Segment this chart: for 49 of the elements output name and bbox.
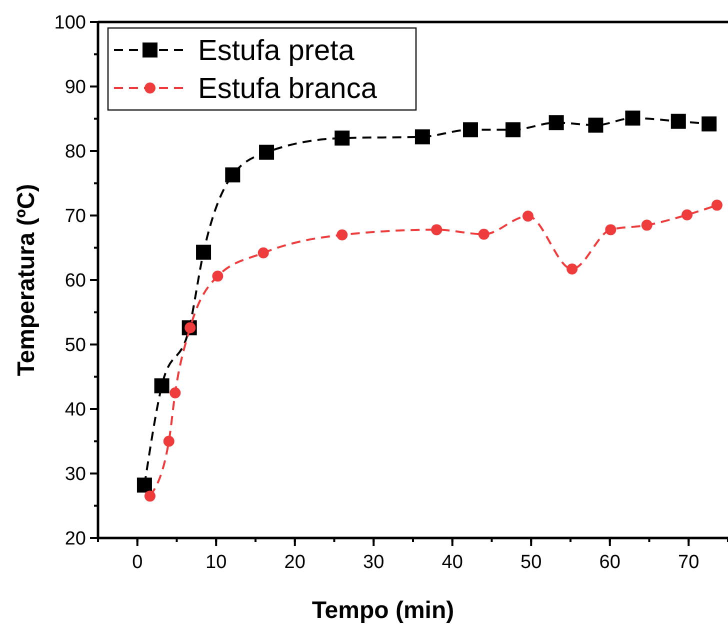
- x-tick-label: 60: [599, 552, 620, 573]
- y-tick-label: 70: [64, 206, 86, 228]
- point: [588, 118, 604, 133]
- point: [682, 209, 693, 220]
- x-tick-label: 40: [442, 552, 463, 573]
- x-tick-label: 30: [363, 552, 384, 573]
- point: [462, 122, 478, 138]
- x-tick-label: 20: [284, 552, 306, 573]
- y-tick-label: 40: [64, 400, 86, 421]
- point: [625, 110, 640, 126]
- y-tick-label: 30: [64, 464, 86, 486]
- point: [163, 436, 174, 447]
- point: [431, 224, 442, 236]
- point: [336, 229, 348, 240]
- point: [478, 228, 490, 240]
- point: [225, 167, 240, 182]
- y-tick-label: 90: [64, 77, 86, 98]
- x-tick-label: 0: [132, 552, 143, 573]
- point: [136, 478, 152, 493]
- x-tick-label: 70: [678, 552, 700, 573]
- y-tick-label: 100: [54, 12, 86, 34]
- point: [522, 210, 534, 222]
- point: [702, 116, 717, 132]
- x-tick-label: 10: [206, 552, 227, 573]
- legend-label: Estufa branca: [198, 73, 378, 106]
- point: [144, 490, 156, 502]
- legend-label: Estufa preta: [198, 35, 356, 68]
- point: [670, 114, 686, 129]
- point: [212, 270, 224, 282]
- x-tick-label: 50: [520, 552, 542, 573]
- y-tick-label: 60: [64, 270, 86, 292]
- point: [548, 115, 564, 130]
- x-axis-title: Tempo (min): [312, 597, 454, 624]
- point: [605, 224, 616, 236]
- point: [414, 129, 430, 144]
- point: [506, 122, 521, 138]
- y-tick-label: 80: [64, 142, 86, 163]
- point: [711, 200, 722, 211]
- point: [566, 264, 578, 275]
- y-axis-title: Temperatura (ºC): [13, 184, 40, 376]
- point: [259, 144, 274, 160]
- point: [196, 244, 212, 260]
- point: [334, 130, 350, 146]
- point: [154, 378, 170, 394]
- y-tick-label: 20: [64, 528, 86, 550]
- point: [258, 247, 269, 258]
- point: [170, 387, 181, 398]
- point: [641, 220, 652, 231]
- y-tick-label: 50: [64, 335, 86, 356]
